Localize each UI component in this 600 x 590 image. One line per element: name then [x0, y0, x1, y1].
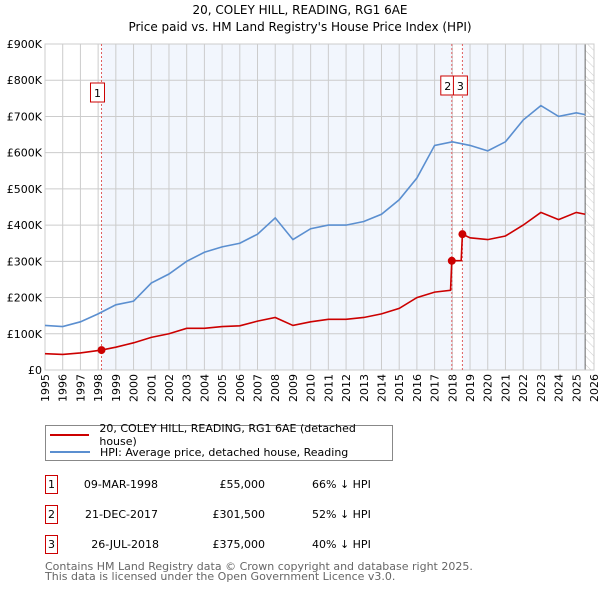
y-tick-label: £400K: [7, 219, 43, 232]
y-tick-label: £300K: [7, 255, 43, 268]
sale-hpi-diff: 52% ↓ HPI: [312, 508, 371, 521]
x-tick-label: 2006: [234, 374, 247, 402]
legend-swatch-red: [50, 434, 90, 436]
y-tick-label: £700K: [7, 110, 43, 123]
sale-point: [447, 256, 456, 265]
x-tick-label: 1995: [39, 374, 52, 402]
price-chart: 1995 1996 1997 1998 1999 2000 2001 2002 2003 2004…: [7, 38, 600, 402]
y-tick-label: £200K: [7, 292, 43, 305]
sale-marker-box: [89, 82, 105, 103]
legend-label: HPI: Average price, detached house, Read…: [100, 445, 349, 459]
legend: 20, COLEY HILL, READING, RG1 6AE (detach…: [45, 422, 393, 461]
x-tick-label: 2024: [553, 374, 566, 402]
sale-price: £55,000: [219, 478, 266, 491]
legend-swatch-blue: [50, 451, 90, 453]
x-tick-label: 2025: [570, 374, 583, 402]
y-tick-label: £500K: [7, 183, 43, 196]
x-tick-label: 2010: [305, 374, 318, 402]
x-tick-label: 2020: [482, 374, 495, 402]
y-tick-label: £600K: [7, 147, 43, 160]
forecast-hatch: [585, 44, 594, 370]
chart-title: 20, COLEY HILL, READING, RG1 6AE: [192, 3, 408, 17]
x-tick-label: 2016: [411, 374, 424, 402]
y-tick-label: £100K: [7, 328, 43, 341]
legend-item-property: 20, COLEY HILL, READING, RG1 6AE (detach…: [50, 422, 392, 448]
sale-marker-3: 3: [45, 535, 58, 554]
y-tick-label: £800K: [7, 74, 43, 87]
shaded-period: [101, 44, 452, 370]
sale-date: 09-MAR-1998: [83, 478, 158, 491]
sale-point: [97, 346, 106, 355]
footer-copyright: Contains HM Land Registry data © Crown c…: [45, 560, 473, 573]
x-tick-label: 2002: [163, 374, 176, 402]
x-tick-label: 2007: [252, 374, 265, 402]
x-tick-label: 2015: [393, 374, 406, 402]
shaded-period: [462, 44, 586, 370]
x-tick-label: 2011: [322, 374, 335, 402]
sale-marker-label: 1: [94, 87, 101, 100]
x-tick-label: 2012: [340, 374, 353, 402]
x-tick-label: 1999: [110, 374, 123, 402]
footer-licence: This data is licensed under the Open Gov…: [45, 570, 396, 583]
sale-marker-box: [452, 75, 468, 96]
sale-date: 26-JUL-2018: [91, 538, 159, 551]
sale-hpi-diff: 66% ↓ HPI: [312, 478, 371, 491]
x-tick-label: 2013: [358, 374, 371, 402]
chart-subtitle: Price paid vs. HM Land Registry's House …: [128, 20, 472, 34]
x-tick-label: 2003: [181, 374, 194, 402]
sale-hpi-diff: 40% ↓ HPI: [312, 538, 371, 551]
x-tick-label: 2026: [588, 374, 600, 402]
sale-marker-1: 1: [45, 475, 58, 494]
x-tick-label: 1996: [57, 374, 70, 402]
x-tick-label: 1997: [74, 374, 87, 402]
sale-price: £375,000: [212, 538, 266, 551]
x-tick-label: 2018: [446, 374, 459, 402]
sale-date: 21-DEC-2017: [84, 508, 158, 521]
sale-price: £301,500: [212, 508, 266, 521]
sale-marker-label: 3: [457, 80, 464, 93]
legend-item-hpi: HPI: Average price, detached house, Read…: [50, 444, 348, 460]
x-tick-label: 2000: [128, 374, 141, 402]
x-tick-label: 2014: [375, 374, 388, 402]
y-tick-label: £0: [28, 364, 42, 377]
x-tick-label: 2004: [198, 374, 211, 402]
x-tick-label: 2008: [269, 374, 282, 402]
sale-marker-2: 2: [45, 505, 58, 524]
x-tick-label: 2022: [517, 374, 530, 402]
series-line: [44, 211, 586, 356]
sale-point: [458, 230, 467, 239]
x-tick-label: 2001: [145, 374, 158, 402]
y-tick-label: £900K: [7, 38, 43, 51]
x-tick-label: 2009: [287, 374, 300, 402]
x-tick-label: 2019: [464, 374, 477, 402]
x-tick-label: 1998: [92, 374, 105, 402]
series-line: [44, 104, 586, 328]
x-tick-label: 2005: [216, 374, 229, 402]
legend-label: 20, COLEY HILL, READING, RG1 6AE (detach…: [99, 422, 356, 448]
x-tick-label: 2023: [535, 374, 548, 402]
sale-marker-label: 2: [444, 80, 451, 93]
x-tick-label: 2021: [499, 374, 512, 402]
x-tick-label: 2017: [429, 374, 442, 402]
